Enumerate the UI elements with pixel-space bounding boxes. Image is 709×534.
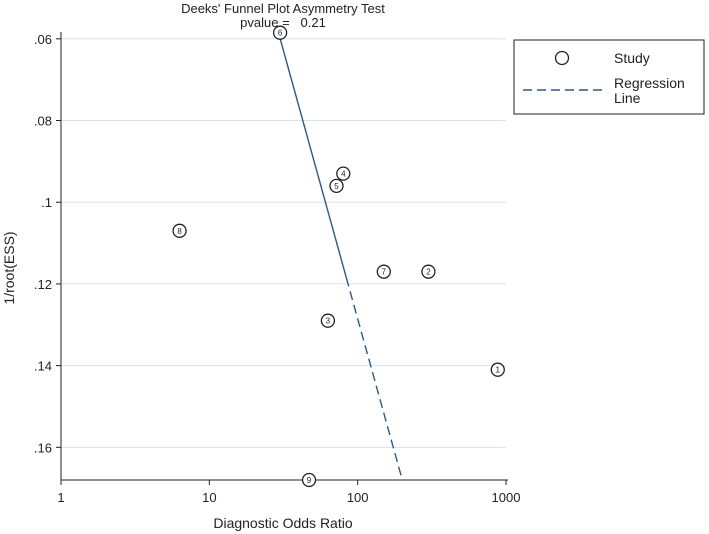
study-point-label: 9 (307, 476, 312, 485)
y-tick-label: .14 (34, 359, 52, 374)
study-point (172, 223, 187, 238)
regression-line-layer (277, 30, 403, 481)
legend-box (513, 39, 705, 115)
x-axis-ticks: 1 10 100 1000 (57, 480, 520, 505)
study-point (376, 264, 391, 279)
legend-regression-label-line1: Regression (614, 75, 685, 91)
study-point (336, 166, 351, 181)
study-point (272, 25, 288, 40)
regression-line-dashed (345, 277, 403, 481)
study-point-label: 6 (278, 29, 283, 38)
study-point-label: 5 (334, 182, 339, 191)
study-point-label: 8 (177, 227, 182, 236)
x-tick-label: 1000 (492, 490, 521, 505)
chart-subtitle: pvalue = 0.21 (240, 15, 326, 30)
y-tick-label: .06 (34, 32, 52, 47)
y-tick-label: .12 (34, 277, 52, 292)
study-point (320, 313, 336, 328)
study-point-label: 7 (382, 268, 387, 277)
study-point (490, 362, 505, 377)
axes (60, 32, 508, 481)
study-point (301, 472, 317, 488)
y-tick-label: .1 (41, 195, 52, 210)
x-tick-label: 100 (347, 490, 369, 505)
regression-line-solid (277, 30, 348, 278)
study-point-label: 2 (426, 268, 431, 277)
y-tick-label: .16 (34, 440, 52, 455)
legend-regression-label-line2: Line (614, 90, 641, 106)
study-points: 1 2 3 45 6 7 8 9 (172, 25, 505, 488)
x-axis-title: Diagnostic Odds Ratio (213, 515, 353, 531)
grid-lines (61, 38, 506, 448)
chart-title: Deeks' Funnel Plot Asymmetry Test (181, 1, 385, 16)
x-tick-label: 10 (202, 490, 216, 505)
legend: Study Regression Line (513, 39, 705, 115)
study-point (329, 178, 344, 194)
legend-study-label: Study (614, 50, 650, 66)
y-axis-ticks: .06 .08 .1 .12 .14 .16 (34, 32, 61, 455)
study-point (421, 264, 436, 279)
y-tick-label: .08 (34, 114, 52, 129)
study-point-label: 3 (326, 317, 331, 326)
y-axis-title: 1/root(ESS) (1, 231, 17, 304)
x-tick-label: 1 (57, 490, 64, 505)
legend-study-marker (554, 50, 570, 66)
study-point-label: 4 (341, 170, 346, 179)
study-point-label: 1 (496, 366, 501, 375)
